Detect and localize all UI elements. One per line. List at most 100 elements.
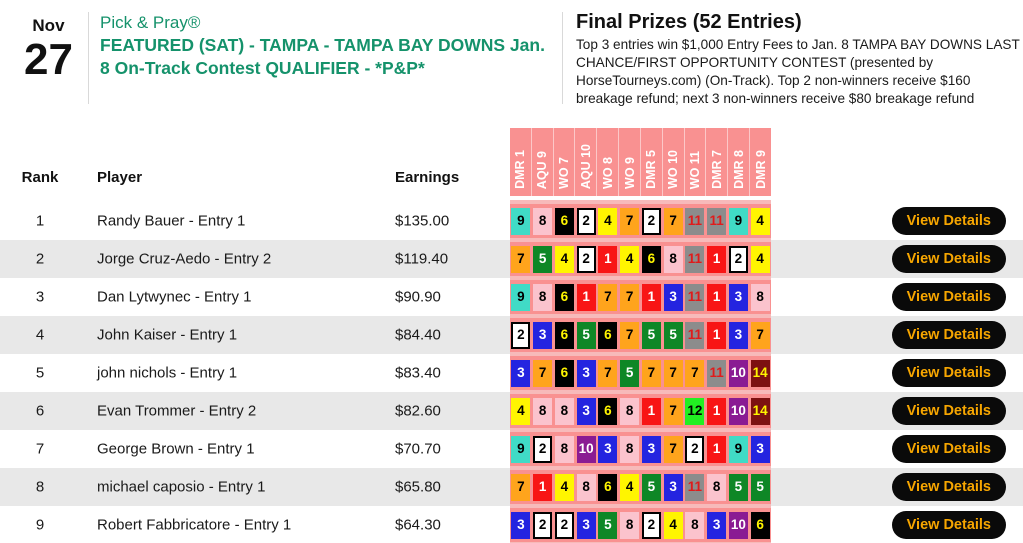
picks-band: 7 5 4 2 1 4 6 8 11 1 2 4 [510,242,771,276]
rank-cell: 9 [35,516,45,534]
race-column-label: DMR 8 [731,150,746,189]
pick-slot: 2 [575,207,597,235]
saddle-cloth-pick: 6 [641,245,661,273]
saddle-cloth-pick: 2 [728,245,748,273]
saddle-cloth-pick: 8 [533,283,553,311]
pick-slot: 5 [597,511,619,539]
table-row: 6 Evan Trommer - Entry 2 $82.60 4 8 8 3 6 8 1 7 12 1… [0,392,1023,430]
saddle-cloth-pick: 5 [598,511,618,539]
saddle-cloth-pick: 5 [663,321,683,349]
saddle-cloth-pick: 1 [533,473,553,501]
view-details-button[interactable]: View Details [891,245,1006,273]
saddle-cloth-pick: 6 [598,321,618,349]
pick-slot: 10 [728,397,750,425]
saddle-cloth-pick: 4 [554,245,574,273]
pick-slot: 11 [684,283,706,311]
saddle-cloth-pick: 1 [707,435,727,463]
pick-slot: 4 [554,245,576,273]
pick-slot: 11 [684,473,706,501]
race-column-label: WO 8 [600,157,615,189]
pick-slot: 10 [728,359,750,387]
picks-band: 3 7 6 3 7 5 7 7 7 11 10 14 [510,356,771,390]
table-row: 5 john nichols - Entry 1 $83.40 3 7 6 3 7 5 7 7 7 11… [0,354,1023,392]
pick-slot: 6 [749,511,771,539]
pick-slot: 2 [641,511,663,539]
pick-slot: 10 [575,435,597,463]
pick-slot: 6 [554,359,576,387]
saddle-cloth-pick: 7 [511,245,531,273]
saddle-cloth-pick: 8 [685,511,705,539]
saddle-cloth-pick: 10 [728,397,748,425]
saddle-cloth-pick: 3 [598,435,618,463]
earnings-cell: $64.30 [395,516,441,534]
saddle-cloth-pick: 6 [554,321,574,349]
pick-slot: 5 [532,245,554,273]
saddle-cloth-pick: 7 [598,283,618,311]
saddle-cloth-pick: 7 [533,359,553,387]
pick-slot: 3 [510,359,532,387]
picks-band: 4 8 8 3 6 8 1 7 12 1 10 14 [510,394,771,428]
saddle-cloth-pick: 1 [707,321,727,349]
saddle-cloth-pick: 6 [554,207,574,235]
event-category: Pick & Pray® [100,13,201,32]
view-details-button[interactable]: View Details [891,397,1006,425]
pick-slot: 2 [510,321,532,349]
saddle-cloth-pick: 4 [511,397,531,425]
saddle-cloth-pick: 8 [576,473,596,501]
pick-slot: 7 [662,435,684,463]
saddle-cloth-pick: 9 [511,283,531,311]
pick-slot: 11 [706,207,728,235]
pick-slot: 1 [706,435,728,463]
view-details-button[interactable]: View Details [891,435,1006,463]
saddle-cloth-pick: 7 [620,321,640,349]
pick-slot: 3 [641,435,663,463]
saddle-cloth-pick: 1 [641,397,661,425]
saddle-cloth-pick: 10 [576,435,596,463]
view-details-button[interactable]: View Details [891,473,1006,501]
pick-slot: 10 [728,511,750,539]
view-details-button[interactable]: View Details [891,207,1006,235]
table-row: 3 Dan Lytwynec - Entry 1 $90.90 9 8 6 1 7 7 1 3 11 1… [0,278,1023,316]
picks-band: 9 8 6 1 7 7 1 3 11 1 3 8 [510,280,771,314]
saddle-cloth-pick: 14 [750,359,770,387]
saddle-cloth-pick: 7 [663,359,683,387]
saddle-cloth-pick: 9 [511,207,531,235]
pick-slot: 7 [619,283,641,311]
pick-slot: 7 [662,397,684,425]
pick-slot: 6 [554,283,576,311]
saddle-cloth-pick: 6 [598,397,618,425]
race-column-label: WO 11 [688,150,703,189]
race-column-label: DMR 1 [513,150,528,189]
leaderboard-rows: 1 Randy Bauer - Entry 1 $135.00 9 8 6 2 4 7 2 7 11 1… [0,202,1023,543]
saddle-cloth-pick: 3 [728,321,748,349]
view-details-button[interactable]: View Details [891,321,1006,349]
view-details-button[interactable]: View Details [891,283,1006,311]
saddle-cloth-pick: 2 [641,511,661,539]
race-column-header: AQU 10 [575,128,598,196]
pick-slot: 12 [684,397,706,425]
saddle-cloth-pick: 3 [707,511,727,539]
view-details-button[interactable]: View Details [891,359,1006,387]
saddle-cloth-pick: 4 [663,511,683,539]
saddle-cloth-pick: 3 [663,473,683,501]
saddle-cloth-pick: 3 [663,283,683,311]
pick-slot: 7 [510,473,532,501]
race-column-label: DMR 9 [753,150,768,189]
pick-slot: 7 [662,359,684,387]
saddle-cloth-pick: 7 [663,397,683,425]
saddle-cloth-pick: 3 [511,511,531,539]
saddle-cloth-pick: 2 [554,511,574,539]
saddle-cloth-pick: 6 [554,283,574,311]
pick-slot: 1 [706,283,728,311]
event-month: Nov [32,16,65,35]
pick-slot: 1 [641,397,663,425]
pick-slot: 3 [532,321,554,349]
race-column-label: WO 7 [557,157,572,189]
prizes-block: Final Prizes (52 Entries) Top 3 entries … [576,10,1023,108]
view-details-button[interactable]: View Details [891,511,1006,539]
rank-cell: 4 [35,326,45,344]
saddle-cloth-pick: 7 [620,207,640,235]
race-column-header: DMR 7 [706,128,729,196]
pick-slot: 11 [684,207,706,235]
table-row: 1 Randy Bauer - Entry 1 $135.00 9 8 6 2 4 7 2 7 11 1… [0,202,1023,240]
